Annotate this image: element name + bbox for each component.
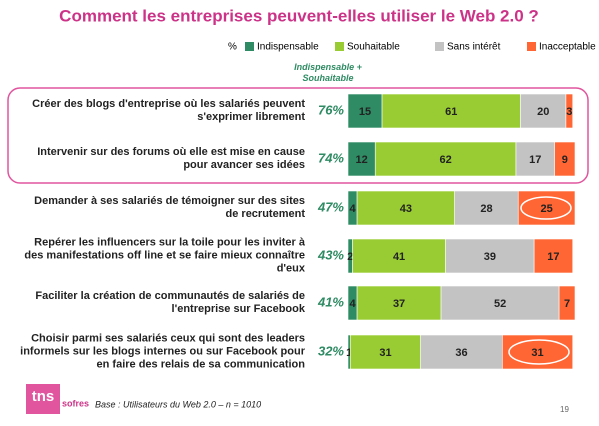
legend-unit: %	[228, 42, 237, 53]
legend-label: Sans intérêt	[447, 42, 501, 53]
footnote: Base : Utilisateurs du Web 2.0 – n = 101…	[95, 399, 261, 409]
bar-segment	[420, 334, 503, 370]
legend-label: Inacceptable	[539, 42, 596, 53]
total-label: 41%	[317, 294, 344, 309]
bar-segment	[558, 285, 576, 321]
value-label: 12	[355, 154, 367, 166]
legend-label: Souhaitable	[347, 42, 400, 53]
value-label: 2	[347, 251, 353, 263]
logo-box	[26, 384, 60, 414]
bar-segment	[445, 238, 535, 274]
category-label: Faciliter la création de communautés de …	[35, 290, 305, 315]
total-label: 32%	[318, 343, 344, 358]
bar-segment	[515, 141, 555, 177]
category-label: Choisir parmi ses salariés ceux qui sont…	[20, 332, 305, 371]
value-label: 9	[562, 154, 568, 166]
bar-segment	[533, 238, 574, 274]
bar-segment	[347, 141, 376, 177]
category-label: Repérer les influencers sur la toile pou…	[24, 236, 305, 275]
value-label: 20	[537, 106, 549, 118]
total-label: 74%	[318, 150, 344, 165]
value-label: 17	[529, 154, 541, 166]
chart-title: Comment les entreprises peuvent-elles ut…	[59, 6, 539, 25]
legend-swatch	[435, 42, 444, 51]
totals-header: Indispensable + Souhaitable	[294, 62, 362, 83]
highlight-circle	[508, 339, 570, 365]
bar-segment	[440, 285, 560, 321]
logo-tns: tns	[32, 388, 55, 405]
value-label: 31	[379, 347, 391, 359]
total-label: 43%	[317, 247, 344, 262]
category-label: Créer des blogs d'entreprise où les sala…	[32, 98, 305, 123]
page-number: 19	[560, 405, 569, 414]
logo-sofres: sofres	[62, 398, 89, 408]
bar-segment	[454, 190, 519, 226]
value-label: 4	[349, 298, 356, 310]
legend-label: Indispensable	[257, 42, 319, 53]
category-label: Demander à ses salariés de témoigner sur…	[34, 195, 305, 220]
value-label: 37	[393, 298, 405, 310]
legend-swatch	[245, 42, 254, 51]
value-label: 28	[480, 203, 492, 215]
value-label: 3	[566, 106, 572, 118]
highlight-circle	[520, 196, 572, 220]
value-label: 25	[541, 203, 553, 215]
category-label: Intervenir sur des forums où elle est mi…	[37, 146, 305, 171]
value-label: 39	[484, 251, 496, 263]
value-label: 43	[400, 203, 412, 215]
bar-segment	[349, 334, 421, 370]
bar-segment	[520, 93, 567, 129]
value-label: 17	[547, 251, 559, 263]
legend-swatch	[335, 42, 344, 51]
bar-segment	[352, 238, 446, 274]
bar-segment	[374, 141, 517, 177]
value-label: 52	[494, 298, 506, 310]
highlight-box	[7, 87, 589, 184]
bar-segment	[565, 93, 574, 129]
value-label: 1	[346, 347, 352, 359]
value-label: 61	[445, 106, 457, 118]
legend-swatch	[527, 42, 536, 51]
bar-segment	[554, 141, 576, 177]
bar-segment	[356, 285, 442, 321]
value-label: 15	[359, 106, 371, 118]
value-label: 62	[439, 154, 451, 166]
value-label: 31	[531, 347, 543, 359]
bar-segment	[347, 93, 383, 129]
value-label: 7	[564, 298, 570, 310]
value-label: 36	[455, 347, 467, 359]
value-label: 4	[349, 203, 356, 215]
total-label: 76%	[318, 102, 344, 117]
bar-segment	[356, 190, 455, 226]
value-label: 41	[393, 251, 405, 263]
total-label: 47%	[317, 199, 344, 214]
